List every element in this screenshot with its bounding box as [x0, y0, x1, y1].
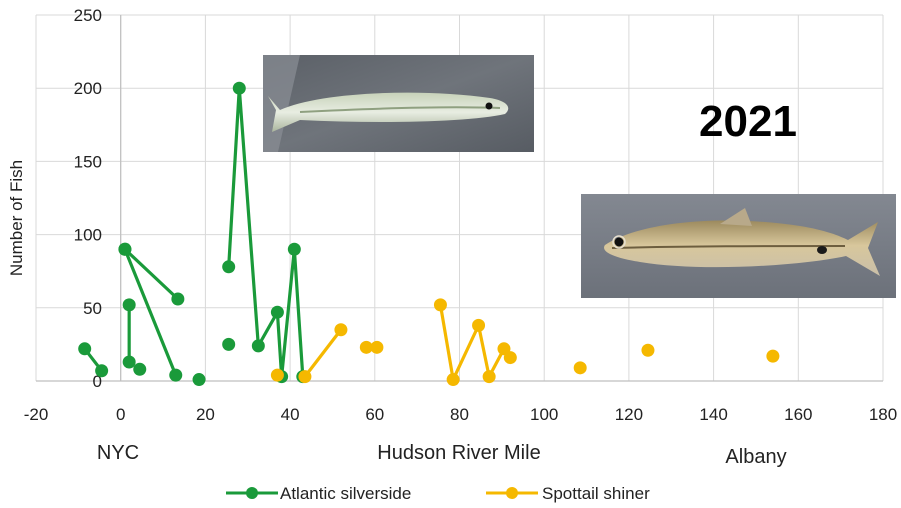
x-tick-label: 60 [365, 405, 384, 424]
data-point-atlantic-silverside [118, 242, 132, 256]
data-point-spottail-shiner [433, 298, 447, 312]
y-tick-label: 100 [74, 226, 102, 245]
data-point-spottail-shiner [641, 343, 655, 357]
data-point-spottail-shiner [298, 370, 312, 384]
data-point-spottail-shiner [503, 351, 517, 365]
x-axis-title: Hudson River Mile [377, 442, 540, 464]
albany-label: Albany [725, 446, 786, 468]
x-tick-label: 140 [699, 405, 727, 424]
x-tick-label: 80 [450, 405, 469, 424]
data-point-spottail-shiner [370, 340, 384, 354]
x-tick-label: 40 [281, 405, 300, 424]
x-axis-ticks: -20 0 20 40 60 80 100 120 140 160 180 [24, 405, 897, 424]
x-tick-label: 0 [116, 405, 125, 424]
y-axis-ticks: 0 50 100 150 200 250 [74, 6, 102, 391]
data-point-atlantic-silverside [122, 298, 136, 312]
data-series [78, 81, 780, 387]
year-label: 2021 [699, 97, 797, 146]
data-point-atlantic-silverside [122, 355, 136, 369]
data-point-spottail-shiner [766, 349, 780, 363]
series-line-spottail-shiner [303, 328, 343, 378]
data-point-atlantic-silverside [95, 364, 109, 378]
x-tick-label: 180 [869, 405, 897, 424]
series-line-atlantic-silverside [123, 248, 178, 376]
data-point-atlantic-silverside [232, 81, 246, 95]
data-point-spottail-shiner [359, 340, 373, 354]
nyc-label: NYC [97, 442, 139, 464]
series-spottail-shiner [270, 298, 780, 387]
legend-label-atlantic-silverside: Atlantic silverside [280, 484, 411, 503]
series-line-spottail-shiner [438, 304, 512, 382]
data-point-atlantic-silverside [133, 362, 147, 376]
data-point-spottail-shiner [472, 318, 486, 332]
data-point-spottail-shiner [482, 370, 496, 384]
y-axis-title: Number of Fish [7, 160, 26, 276]
data-point-atlantic-silverside [169, 368, 183, 382]
y-tick-label: 200 [74, 79, 102, 98]
data-point-atlantic-silverside [192, 373, 206, 387]
shiner-photo [581, 194, 896, 298]
legend-label-spottail-shiner: Spottail shiner [542, 484, 650, 503]
x-tick-label: -20 [24, 405, 49, 424]
data-point-atlantic-silverside [287, 242, 301, 256]
data-point-atlantic-silverside [78, 342, 92, 356]
y-tick-label: 250 [74, 6, 102, 25]
legend: Atlantic silverside Spottail shiner [226, 484, 650, 503]
data-point-spottail-shiner [334, 323, 348, 337]
data-point-atlantic-silverside [270, 305, 284, 319]
y-tick-label: 150 [74, 152, 102, 171]
data-point-atlantic-silverside [251, 339, 265, 353]
data-point-spottail-shiner [270, 368, 284, 382]
x-tick-label: 20 [196, 405, 215, 424]
data-point-spottail-shiner [446, 373, 460, 387]
x-tick-label: 100 [530, 405, 558, 424]
data-point-spottail-shiner [573, 361, 587, 375]
data-point-atlantic-silverside [222, 260, 236, 274]
data-point-atlantic-silverside [171, 292, 185, 306]
series-line-atlantic-silverside [123, 248, 179, 301]
silverside-photo [263, 55, 534, 152]
series-atlantic-silverside [78, 81, 310, 387]
legend-item-spottail-shiner: Spottail shiner [486, 484, 650, 503]
y-tick-label: 50 [83, 299, 102, 318]
x-tick-label: 160 [784, 405, 812, 424]
x-tick-label: 120 [615, 405, 643, 424]
legend-item-atlantic-silverside: Atlantic silverside [226, 484, 411, 503]
y-tick-label: 0 [93, 372, 102, 391]
data-point-atlantic-silverside [222, 337, 236, 351]
